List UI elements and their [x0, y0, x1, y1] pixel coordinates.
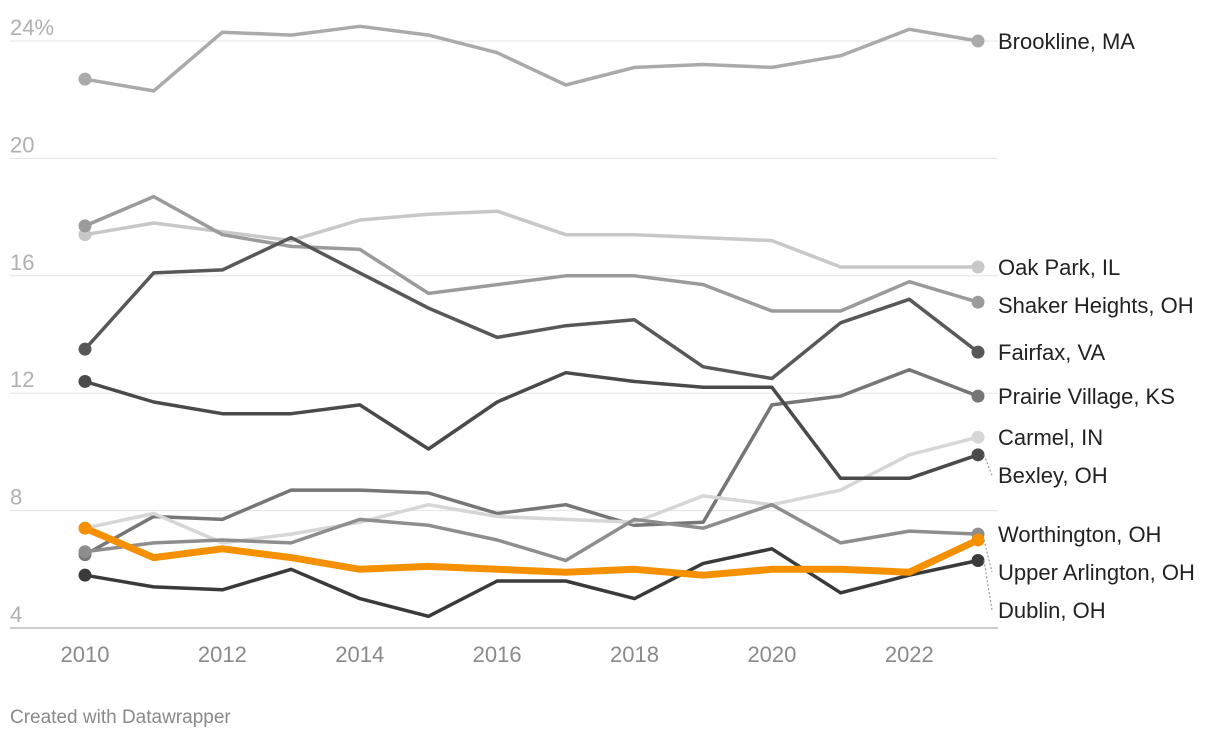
series-label: Shaker Heights, OH — [998, 293, 1194, 318]
series-start-point — [78, 342, 92, 356]
label-connector — [983, 539, 993, 573]
series-line — [83, 547, 980, 619]
series-end-point — [971, 430, 985, 444]
x-tick-label: 2012 — [198, 642, 247, 667]
series-label: Upper Arlington, OH — [998, 560, 1195, 585]
series-label: Oak Park, IL — [998, 255, 1120, 280]
series-line — [83, 502, 980, 563]
x-tick-label: 2020 — [747, 642, 796, 667]
series-end-point — [971, 448, 985, 462]
series-start-point — [78, 374, 92, 388]
y-tick-label: 16 — [10, 250, 34, 275]
series-start-point — [78, 521, 92, 535]
series-label: Fairfax, VA — [998, 340, 1106, 365]
series-label: Bexley, OH — [998, 463, 1108, 488]
x-tick-label: 2014 — [335, 642, 384, 667]
label-connector — [983, 454, 993, 476]
series-end-point — [971, 260, 985, 274]
x-tick-label: 2016 — [473, 642, 522, 667]
grid-lines — [10, 40, 998, 629]
series-labels: Brookline, MA Oak Park, IL Shaker Heights,… — [983, 29, 1195, 623]
series-line — [83, 209, 980, 269]
series-end-point — [971, 295, 985, 309]
y-tick-label: 12 — [10, 367, 34, 392]
series-start-point — [78, 219, 92, 233]
series-line — [83, 24, 980, 93]
series-line — [83, 435, 980, 545]
series-end-point — [971, 533, 985, 547]
series-line — [83, 367, 980, 557]
series-line — [83, 370, 980, 481]
series-label: Worthington, OH — [998, 522, 1161, 547]
series-end-point — [971, 345, 985, 359]
series-end-point — [971, 389, 985, 403]
series-label: Brookline, MA — [998, 29, 1135, 54]
series-start-point — [78, 72, 92, 86]
series-end-point — [971, 34, 985, 48]
y-axis: 4 8 12 16 20 24% — [10, 15, 54, 627]
x-tick-label: 2010 — [61, 642, 110, 667]
series-lines — [78, 24, 985, 619]
series-end-point — [971, 553, 985, 567]
series-line — [83, 194, 980, 313]
series-start-point — [78, 568, 92, 582]
label-connector — [983, 560, 993, 611]
y-tick-label: 4 — [10, 602, 22, 627]
y-tick-label: 20 — [10, 132, 34, 157]
y-tick-label: 24% — [10, 15, 54, 40]
series-label: Dublin, OH — [998, 598, 1106, 623]
y-tick-label: 8 — [10, 485, 22, 510]
x-tick-label: 2018 — [610, 642, 659, 667]
series-line — [81, 524, 982, 579]
x-axis: 2010 2012 2014 2016 2018 2020 2022 — [61, 642, 934, 667]
series-start-point — [78, 545, 92, 559]
series-line — [83, 235, 980, 381]
series-label: Prairie Village, KS — [998, 384, 1175, 409]
series-label: Carmel, IN — [998, 425, 1103, 450]
credit-text[interactable]: Created with Datawrapper — [10, 707, 231, 728]
x-tick-label: 2022 — [885, 642, 934, 667]
